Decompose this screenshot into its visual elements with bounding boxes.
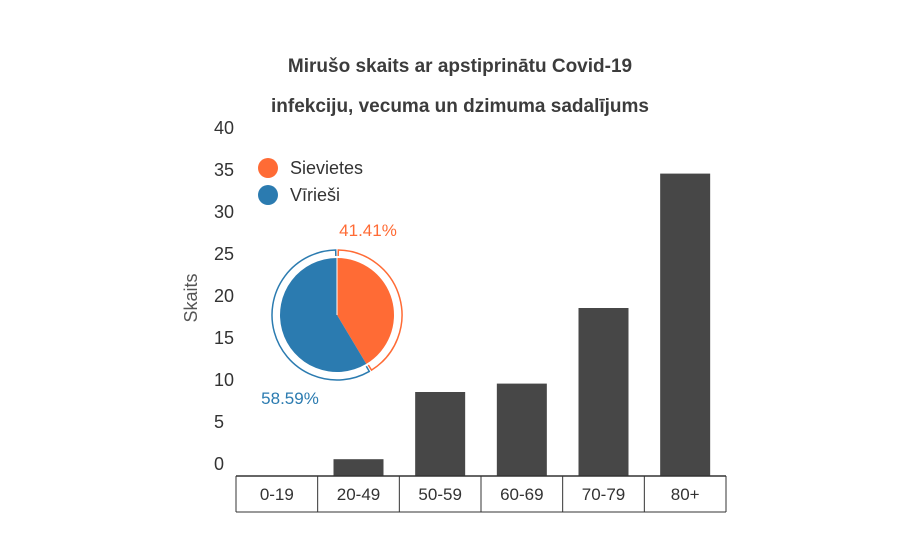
chart-title-line-2: infekciju, vecuma un dzimuma sadalījums [270,96,649,117]
pie-legend: Sievietes Vīrieši [258,158,363,205]
y-tick-label: 10 [214,370,234,390]
legend-swatch [258,185,278,205]
bar-70-79 [578,308,629,476]
x-tick-label: 0-19 [260,485,294,504]
x-tick-label: 50-59 [418,485,461,504]
x-tick-label: 20-49 [337,485,380,504]
pie-slice-female [337,258,394,364]
pie-slice-male [279,257,367,372]
y-tick-label: 40 [214,118,234,138]
y-tick-label: 15 [214,328,234,348]
bar-20-49 [333,459,384,476]
bar-50-59 [415,392,466,476]
legend-label: Vīrieši [290,185,340,205]
y-tick-label: 35 [214,160,234,180]
y-axis-ticks: 0 5 10 15 20 25 30 35 40 [214,118,234,474]
inset-pie-chart: 41.41% 58.59% [261,221,403,408]
pie-percent-label: 58.59% [261,389,319,408]
y-tick-label: 20 [214,286,234,306]
x-tick-label: 70-79 [582,485,625,504]
chart-title-line-1: Mirušo skaits ar apstiprinātu Covid-19 [287,56,633,77]
pie-bracket [271,249,371,381]
y-tick-label: 30 [214,202,234,222]
y-tick-label: 5 [214,412,224,432]
legend-label: Sievietes [290,158,363,178]
y-axis-label: Skaits [181,273,201,322]
x-tick-label: 80+ [671,485,700,504]
x-axis: 0-19 20-49 50-59 60-69 70-79 80+ [235,475,727,513]
y-tick-label: 0 [214,454,224,474]
bar-80+ [660,173,711,476]
legend-swatch [258,158,278,178]
x-tick-label: 60-69 [500,485,543,504]
y-tick-label: 25 [214,244,234,264]
pie-bracket [337,249,403,372]
pie-percent-label: 41.41% [339,221,397,240]
bar-60-69 [496,383,547,476]
bars [333,173,711,476]
